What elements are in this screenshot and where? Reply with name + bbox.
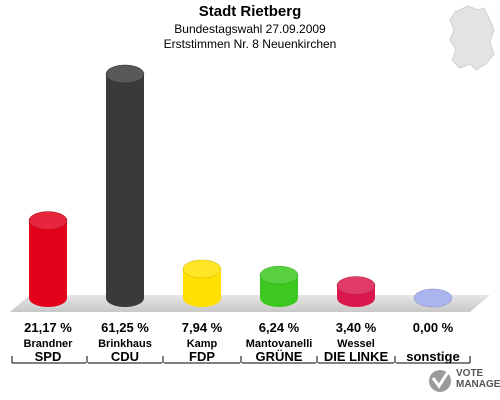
value-label: 0,00 % xyxy=(412,320,454,335)
vote-manager-logo-icon xyxy=(429,370,451,392)
party-underline-ticks xyxy=(11,356,471,363)
value-label: 61,25 % xyxy=(101,320,149,335)
party-label: FDP xyxy=(189,349,215,364)
candidate-label: Kamp xyxy=(186,338,218,350)
logo-line-1: VOTE xyxy=(456,368,484,379)
vote-manager-logo: VOTE MANAGER xyxy=(456,368,500,390)
candidate-label: Wessel xyxy=(337,338,375,350)
bar-top xyxy=(105,64,145,84)
party-label: DIE LINKE xyxy=(323,349,389,364)
bar-sonstige xyxy=(413,288,453,308)
germany-map-icon xyxy=(449,5,495,71)
logo-line-2: MANAGER xyxy=(456,379,500,390)
party-label: sonstige xyxy=(406,349,460,364)
bar-grüne xyxy=(259,265,299,307)
bar-body xyxy=(183,268,221,307)
candidate-label: Mantovanelli xyxy=(245,338,313,350)
bar-die-linke xyxy=(336,276,376,307)
bar-fdp xyxy=(182,259,222,307)
bar-body xyxy=(106,74,144,307)
bar-top xyxy=(336,276,376,295)
chart-subtitle-2: Erststimmen Nr. 8 Neuenkirchen xyxy=(163,37,337,51)
chart-subtitle: Bundestagswahl 27.09.2009 xyxy=(174,22,326,36)
bar-top xyxy=(182,259,222,279)
party-label: GRÜNE xyxy=(255,349,303,364)
candidate-label: Brandner xyxy=(23,338,73,350)
value-label: 7,94 % xyxy=(181,320,223,335)
chart-title: Stadt Rietberg xyxy=(198,3,302,20)
bars xyxy=(28,64,453,308)
party-label: CDU xyxy=(110,349,140,364)
bar-spd xyxy=(28,211,68,307)
bar-body xyxy=(29,220,67,307)
bar-cdu xyxy=(105,64,145,307)
bar-top xyxy=(28,211,68,230)
candidate-label: Brinkhaus xyxy=(98,338,152,350)
bar-top xyxy=(413,288,453,308)
bar-top xyxy=(259,265,299,285)
value-label: 6,24 % xyxy=(258,320,300,335)
value-label: 21,17 % xyxy=(24,320,72,335)
value-label: 3,40 % xyxy=(335,320,377,335)
party-label: SPD xyxy=(34,349,62,364)
